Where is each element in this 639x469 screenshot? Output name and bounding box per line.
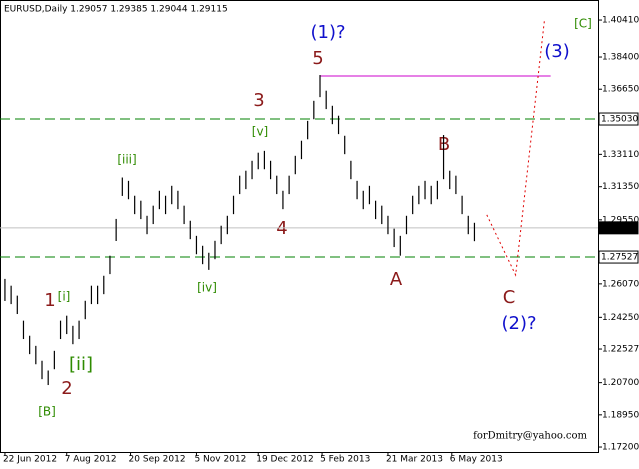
y-tick-label: 1.24250	[602, 313, 639, 323]
watermark: forDmitry@yahoo.com	[473, 431, 587, 442]
plot-frame	[0, 0, 599, 453]
wave-label: (2)?	[501, 313, 536, 334]
level-tag	[598, 221, 639, 235]
wave-label: [iv]	[197, 281, 217, 295]
y-tick-label: 1.17200	[602, 443, 639, 453]
wave-label: [i]	[58, 290, 71, 304]
wave-label: 2	[61, 378, 72, 399]
wave-label: [C]	[574, 17, 592, 31]
chart-title: EURUSD,Daily 1.29057 1.29385 1.29044 1.2…	[4, 5, 228, 15]
level-tag	[598, 250, 639, 264]
y-tick-label: 1.26070	[602, 279, 639, 289]
wave-label: (1)?	[310, 22, 345, 43]
x-tick-label: 5 Feb 2013	[320, 455, 370, 465]
y-tick-label: 1.18950	[602, 410, 639, 420]
x-tick-label: 5 Nov 2012	[194, 455, 246, 465]
y-tick-label: 1.38400	[602, 53, 639, 63]
x-tick-label: 22 Jun 2012	[3, 455, 57, 465]
wave-label: 5	[312, 48, 323, 69]
wave-label: [v]	[252, 125, 268, 139]
y-tick-label: 1.29550	[602, 215, 639, 225]
wave-label: 4	[276, 218, 287, 239]
y-tick-label: 1.22527	[602, 345, 639, 355]
x-tick-label: 19 Dec 2012	[256, 455, 314, 465]
y-tick-label: 1.40410	[602, 16, 639, 26]
level-tag	[598, 112, 639, 126]
x-tick-label: 21 Mar 2013	[386, 455, 443, 465]
wave-label: C	[503, 287, 516, 308]
drawn-line	[486, 19, 545, 277]
y-tick-label: 1.20700	[602, 378, 639, 388]
x-tick-label: 20 Sep 2012	[129, 455, 186, 465]
level-label: 1.35030	[601, 115, 638, 125]
wave-label: [ii]	[69, 354, 93, 375]
wave-label: 3	[253, 90, 264, 111]
level-label: 1.29115	[601, 223, 638, 233]
wave-label: 1	[44, 290, 55, 311]
x-tick-label: 7 Aug 2012	[65, 455, 117, 465]
y-tick-label: 1.33110	[602, 150, 639, 160]
wave-label: (3)	[544, 41, 570, 62]
y-tick-label: 1.36650	[602, 85, 639, 95]
x-tick-label: 6 May 2013	[450, 455, 503, 465]
y-tick-label: 1.31350	[602, 182, 639, 192]
wave-label: [iii]	[117, 153, 136, 167]
level-label: 1.27527	[601, 253, 638, 263]
wave-label: A	[390, 269, 403, 290]
wave-label: [B]	[38, 405, 56, 419]
